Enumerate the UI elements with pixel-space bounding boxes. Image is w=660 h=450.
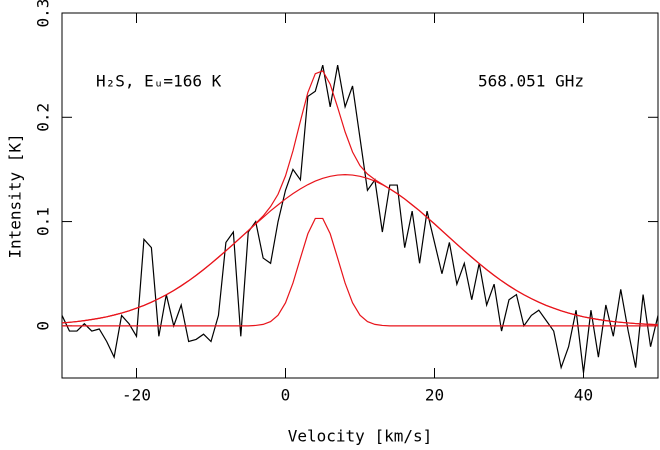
x-tick-label: -20 (122, 386, 151, 405)
x-tick-label: 20 (425, 386, 444, 405)
spectrum-line (62, 64, 658, 373)
fit-line (62, 174, 658, 326)
frequency-label: 568.051 GHz (478, 72, 584, 91)
fit-line (62, 217, 658, 327)
x-tick-label: 40 (574, 386, 593, 405)
y-tick-label: 0.3 (34, 0, 53, 27)
y-tick-label: 0 (34, 321, 53, 331)
fit-line (62, 70, 658, 326)
y-tick-label: 0.1 (34, 207, 53, 236)
y-axis-label: Intensity [K] (6, 133, 25, 258)
x-tick-label: 0 (281, 386, 291, 405)
species-label: H₂S, Eᵤ=166 K (96, 72, 222, 91)
plot-frame (61, 12, 659, 379)
y-tick-label: 0.2 (34, 103, 53, 132)
x-axis-label: Velocity [km/s] (288, 427, 433, 446)
